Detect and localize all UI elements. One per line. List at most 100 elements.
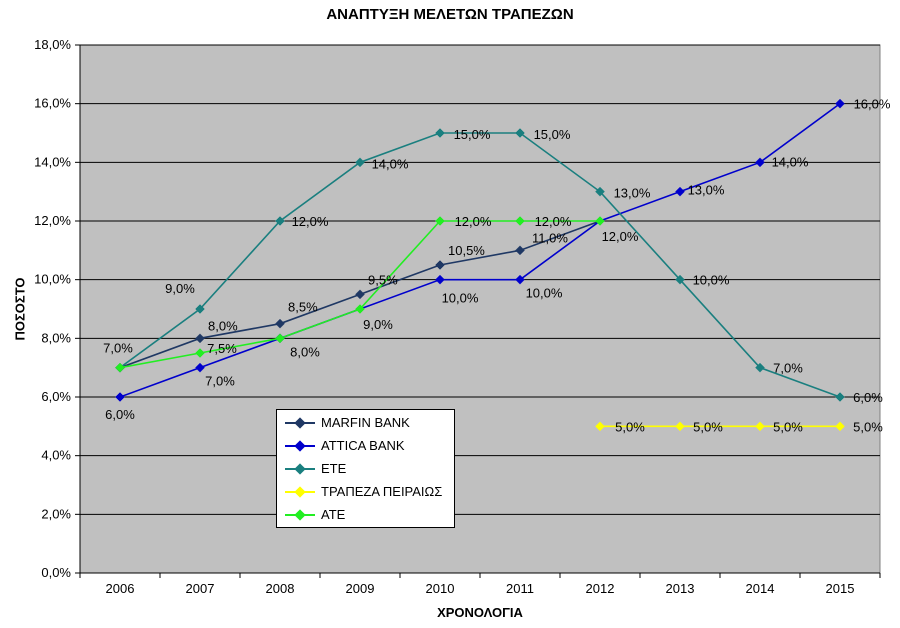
legend-marker-peiraios bbox=[294, 486, 306, 498]
y-tick-label: 14,0% bbox=[34, 154, 71, 169]
data-label: 7,0% bbox=[205, 374, 235, 389]
data-label: 14,0% bbox=[772, 154, 809, 169]
legend-marker-marfin bbox=[294, 417, 306, 429]
data-label: 11,0% bbox=[532, 230, 568, 245]
data-label: 10,0% bbox=[442, 291, 479, 306]
data-label: 12,0% bbox=[602, 229, 639, 244]
data-label: 16,0% bbox=[854, 97, 891, 112]
series-line bbox=[119, 132, 841, 398]
data-point bbox=[755, 157, 765, 168]
data-point bbox=[435, 216, 445, 226]
x-tick-label: 2015 bbox=[826, 581, 855, 596]
data-label: 6,0% bbox=[853, 390, 883, 405]
data-point bbox=[515, 245, 525, 256]
y-tick-label: 6,0% bbox=[41, 389, 71, 404]
data-point bbox=[835, 392, 845, 402]
data-label: 13,0% bbox=[688, 183, 725, 198]
y-axis-label: ΠΟΣΟΣΤΟ bbox=[12, 277, 28, 341]
data-point bbox=[595, 421, 605, 432]
legend-label-ete: ΕΤΕ bbox=[321, 461, 347, 476]
legend-label-attica: ATTICA BANK bbox=[321, 438, 405, 453]
plot-background bbox=[79, 44, 881, 574]
data-label: 10,0% bbox=[526, 286, 563, 301]
data-point bbox=[435, 128, 445, 138]
data-point bbox=[755, 362, 765, 373]
data-point bbox=[595, 216, 605, 226]
data-label: 5,0% bbox=[693, 419, 723, 434]
x-tick-label: 2012 bbox=[586, 581, 615, 596]
data-point bbox=[515, 216, 525, 226]
x-tick-label: 2006 bbox=[106, 581, 135, 596]
data-point bbox=[435, 260, 445, 270]
data-point bbox=[275, 333, 285, 344]
legend-marker-attica bbox=[294, 440, 306, 452]
legend-item-peiraios: ΤΡΑΠΕΖΑ ΠΕΙΡΑΙΩΣ bbox=[277, 481, 454, 503]
y-tick-label: 12,0% bbox=[34, 213, 71, 228]
data-label: 8,0% bbox=[208, 318, 238, 333]
x-axis-label: ΧΡΟΝΟΛΟΓΙΑ bbox=[437, 605, 523, 620]
data-label: 12,0% bbox=[292, 214, 329, 229]
y-tick-label: 10,0% bbox=[34, 272, 71, 287]
x-tick-label: 2013 bbox=[666, 581, 695, 596]
data-point bbox=[835, 421, 845, 432]
chart-title: ΑΝΑΠΤΥΞΗ ΜΕΛΕΤΩΝ ΤΡΑΠΕΖΩΝ bbox=[326, 6, 574, 23]
legend-marker-ate bbox=[294, 509, 306, 521]
legend: MARFIN BANK ATTICA BANK ΕΤΕ ΤΡΑΠΕΖΑ ΠΕΙΡ… bbox=[276, 409, 455, 528]
y-tick-label: 8,0% bbox=[41, 330, 71, 345]
data-label: 7,0% bbox=[103, 341, 133, 356]
y-tick-label: 0,0% bbox=[41, 565, 71, 580]
x-tick-label: 2009 bbox=[346, 581, 375, 596]
data-point bbox=[355, 289, 365, 300]
data-label: 8,5% bbox=[288, 300, 318, 315]
legend-item-ete: ΕΤΕ bbox=[277, 458, 454, 480]
data-label: 7,5% bbox=[207, 341, 237, 356]
y-tick-label: 2,0% bbox=[41, 506, 71, 521]
x-tick-label: 2014 bbox=[746, 581, 775, 596]
data-label: 5,0% bbox=[853, 419, 883, 434]
y-tick-label: 16,0% bbox=[34, 96, 71, 111]
data-point bbox=[195, 348, 205, 358]
data-point bbox=[675, 421, 685, 432]
y-tick-label: 18,0% bbox=[34, 37, 71, 52]
data-point bbox=[275, 216, 285, 226]
legend-label-ate: ΑΤΕ bbox=[321, 507, 346, 522]
data-point bbox=[515, 274, 525, 285]
data-point bbox=[275, 318, 285, 329]
data-label: 14,0% bbox=[372, 156, 409, 171]
data-point bbox=[675, 186, 685, 197]
series-line bbox=[119, 103, 841, 398]
legend-label-peiraios: ΤΡΑΠΕΖΑ ΠΕΙΡΑΙΩΣ bbox=[321, 484, 443, 499]
data-label: 10,5% bbox=[448, 243, 485, 258]
data-point bbox=[435, 274, 445, 285]
data-label: 9,5% bbox=[368, 272, 398, 287]
data-point bbox=[755, 421, 765, 432]
data-point bbox=[195, 304, 205, 314]
data-point bbox=[355, 157, 365, 168]
data-label: 15,0% bbox=[454, 127, 491, 142]
data-label: 9,0% bbox=[165, 281, 195, 296]
legend-item-ate: ΑΤΕ bbox=[277, 504, 454, 526]
x-tick-label: 2007 bbox=[186, 581, 215, 596]
x-tick-label: 2010 bbox=[426, 581, 455, 596]
data-point bbox=[595, 186, 605, 197]
data-label: 10,0% bbox=[693, 273, 730, 288]
data-point bbox=[195, 333, 205, 344]
data-point bbox=[515, 128, 525, 138]
data-point bbox=[195, 362, 205, 373]
data-label: 12,0% bbox=[535, 214, 572, 229]
data-label: 6,0% bbox=[105, 407, 135, 422]
x-tick-label: 2011 bbox=[506, 581, 534, 596]
data-label: 12,0% bbox=[455, 214, 492, 229]
y-tick-label: 4,0% bbox=[41, 448, 71, 463]
data-label: 13,0% bbox=[614, 186, 651, 201]
data-label: 5,0% bbox=[615, 419, 645, 434]
data-label: 9,0% bbox=[363, 317, 393, 332]
data-point bbox=[115, 362, 125, 373]
data-point bbox=[675, 274, 685, 285]
legend-item-marfin: MARFIN BANK bbox=[277, 412, 454, 434]
data-label: 5,0% bbox=[773, 419, 803, 434]
data-point bbox=[355, 304, 365, 314]
data-label: 8,0% bbox=[290, 344, 320, 359]
